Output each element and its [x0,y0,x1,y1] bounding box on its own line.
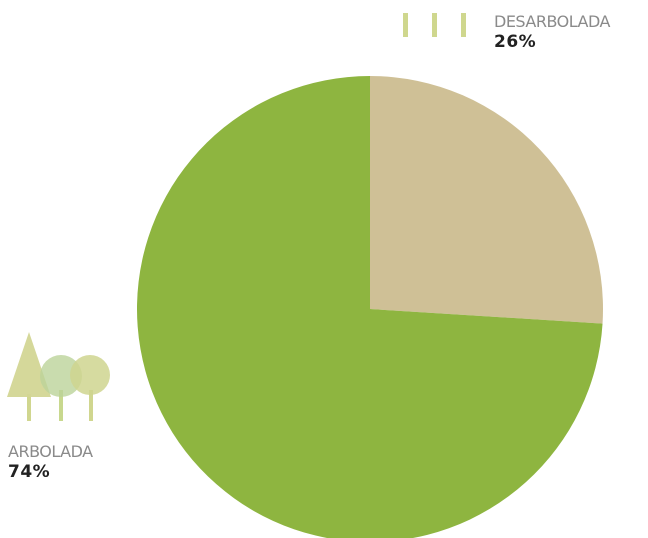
trees-icon [7,332,110,421]
stumps-icon [403,13,466,37]
pie-slice-desarbolada [370,76,603,324]
legend-arbolada: ARBOLADA 74% [8,442,93,482]
legend-desarbolada-label: DESARBOLADA [494,12,610,31]
legend-arbolada-label: ARBOLADA [8,442,93,461]
legend-desarbolada-value: 26% [494,32,537,52]
pie-slices [137,76,603,538]
legend-arbolada-value: 74% [8,462,51,482]
pie-slice-arbolada [137,76,603,538]
legend-desarbolada: DESARBOLADA 26% [494,12,610,52]
